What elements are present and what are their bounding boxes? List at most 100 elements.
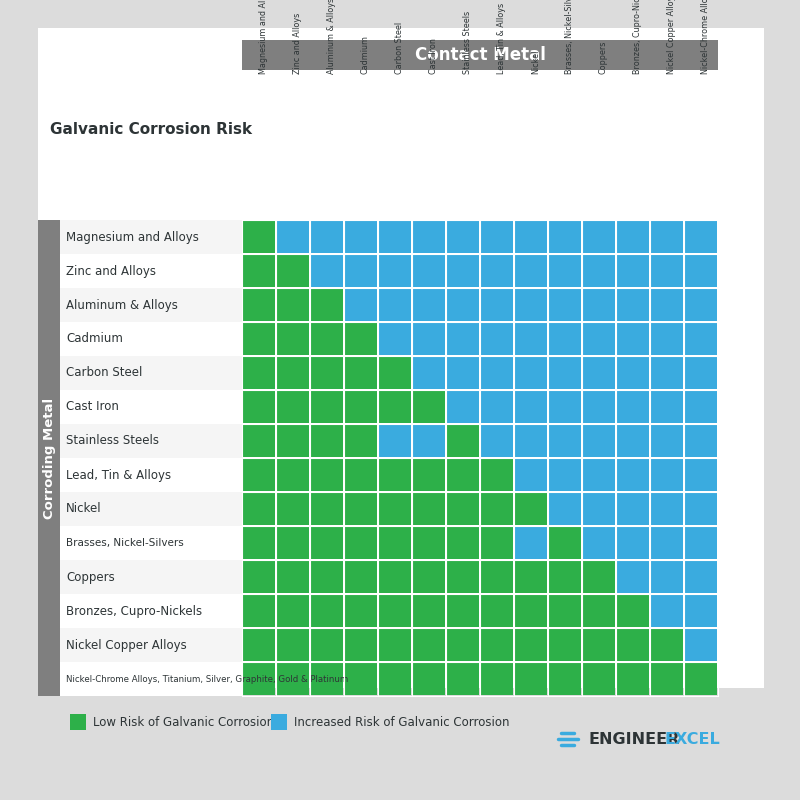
Text: Cadmium: Cadmium xyxy=(66,333,123,346)
Bar xyxy=(60,492,242,526)
Bar xyxy=(583,459,615,491)
Bar xyxy=(345,629,377,661)
Bar xyxy=(515,595,547,627)
Bar xyxy=(617,561,649,593)
Text: Coppers: Coppers xyxy=(599,41,608,74)
Text: Galvanic Corrosion Risk: Galvanic Corrosion Risk xyxy=(50,122,252,138)
Bar xyxy=(311,323,343,355)
Text: Brasses, Nickel-Silvers: Brasses, Nickel-Silvers xyxy=(565,0,574,74)
Bar xyxy=(345,459,377,491)
Bar xyxy=(60,594,242,628)
Text: Nickel-Chrome Alloys, Titanium, Silver, Graphite, Gold & Platinum: Nickel-Chrome Alloys, Titanium, Silver, … xyxy=(701,0,710,74)
Bar xyxy=(549,493,581,525)
Bar xyxy=(243,289,275,321)
Bar xyxy=(481,561,513,593)
Bar xyxy=(515,255,547,287)
Bar xyxy=(345,561,377,593)
Bar xyxy=(515,629,547,661)
Bar xyxy=(413,459,445,491)
Bar xyxy=(583,425,615,457)
Bar xyxy=(447,663,479,695)
Bar xyxy=(651,425,683,457)
Bar xyxy=(447,527,479,559)
Bar xyxy=(60,288,242,322)
Bar xyxy=(242,40,718,70)
Bar xyxy=(311,663,343,695)
Bar xyxy=(413,663,445,695)
Text: Nickel-Chrome Alloys, Titanium, Silver, Graphite, Gold & Platinum: Nickel-Chrome Alloys, Titanium, Silver, … xyxy=(66,674,348,683)
Bar xyxy=(379,629,411,661)
Bar xyxy=(617,663,649,695)
Bar xyxy=(549,357,581,389)
Bar xyxy=(549,289,581,321)
Bar xyxy=(277,289,309,321)
Bar xyxy=(311,391,343,423)
Bar xyxy=(583,323,615,355)
Bar xyxy=(447,595,479,627)
Bar xyxy=(583,527,615,559)
Bar xyxy=(379,323,411,355)
Bar xyxy=(685,595,717,627)
Bar xyxy=(243,629,275,661)
Bar xyxy=(447,323,479,355)
Text: Aluminum & Alloys: Aluminum & Alloys xyxy=(327,0,336,74)
Bar xyxy=(515,391,547,423)
Bar xyxy=(549,663,581,695)
Bar xyxy=(277,425,309,457)
Bar xyxy=(515,323,547,355)
Text: Brasses, Nickel-Silvers: Brasses, Nickel-Silvers xyxy=(66,538,184,548)
Bar xyxy=(685,561,717,593)
Text: Nickel Copper Alloys: Nickel Copper Alloys xyxy=(66,638,186,651)
Bar xyxy=(583,221,615,253)
Bar xyxy=(583,357,615,389)
Bar xyxy=(60,526,242,560)
Bar xyxy=(277,255,309,287)
Bar xyxy=(60,220,242,254)
Bar xyxy=(60,390,242,424)
Bar xyxy=(583,663,615,695)
Bar xyxy=(277,323,309,355)
Bar xyxy=(379,289,411,321)
Text: Cast Iron: Cast Iron xyxy=(66,401,119,414)
Bar xyxy=(413,629,445,661)
Bar xyxy=(549,425,581,457)
Bar xyxy=(549,255,581,287)
Bar xyxy=(345,595,377,627)
Bar xyxy=(413,391,445,423)
Bar xyxy=(583,493,615,525)
Bar xyxy=(685,425,717,457)
Bar xyxy=(277,595,309,627)
Bar xyxy=(447,357,479,389)
Text: Zinc and Alloys: Zinc and Alloys xyxy=(66,265,156,278)
Text: Stainless Steels: Stainless Steels xyxy=(66,434,159,447)
Bar xyxy=(413,221,445,253)
Text: EXCEL: EXCEL xyxy=(664,731,720,746)
Bar xyxy=(271,714,287,730)
Bar xyxy=(277,629,309,661)
Bar xyxy=(447,221,479,253)
Bar xyxy=(617,357,649,389)
Bar xyxy=(515,459,547,491)
Bar xyxy=(447,255,479,287)
Bar xyxy=(481,595,513,627)
Bar xyxy=(481,221,513,253)
Text: Magnesium and Alloys: Magnesium and Alloys xyxy=(66,230,199,243)
Bar xyxy=(345,425,377,457)
Bar xyxy=(515,527,547,559)
Bar xyxy=(379,391,411,423)
Text: Zinc and Alloys: Zinc and Alloys xyxy=(293,13,302,74)
Bar xyxy=(549,629,581,661)
Text: Increased Risk of Galvanic Corrosion: Increased Risk of Galvanic Corrosion xyxy=(294,715,510,729)
Bar xyxy=(379,459,411,491)
Text: Corroding Metal: Corroding Metal xyxy=(42,398,55,518)
Bar xyxy=(379,221,411,253)
Bar xyxy=(549,391,581,423)
Bar xyxy=(311,629,343,661)
Bar xyxy=(617,629,649,661)
Bar xyxy=(311,255,343,287)
Bar xyxy=(379,527,411,559)
Bar xyxy=(413,527,445,559)
Text: Cadmium: Cadmium xyxy=(361,35,370,74)
Bar xyxy=(617,221,649,253)
Bar xyxy=(481,391,513,423)
